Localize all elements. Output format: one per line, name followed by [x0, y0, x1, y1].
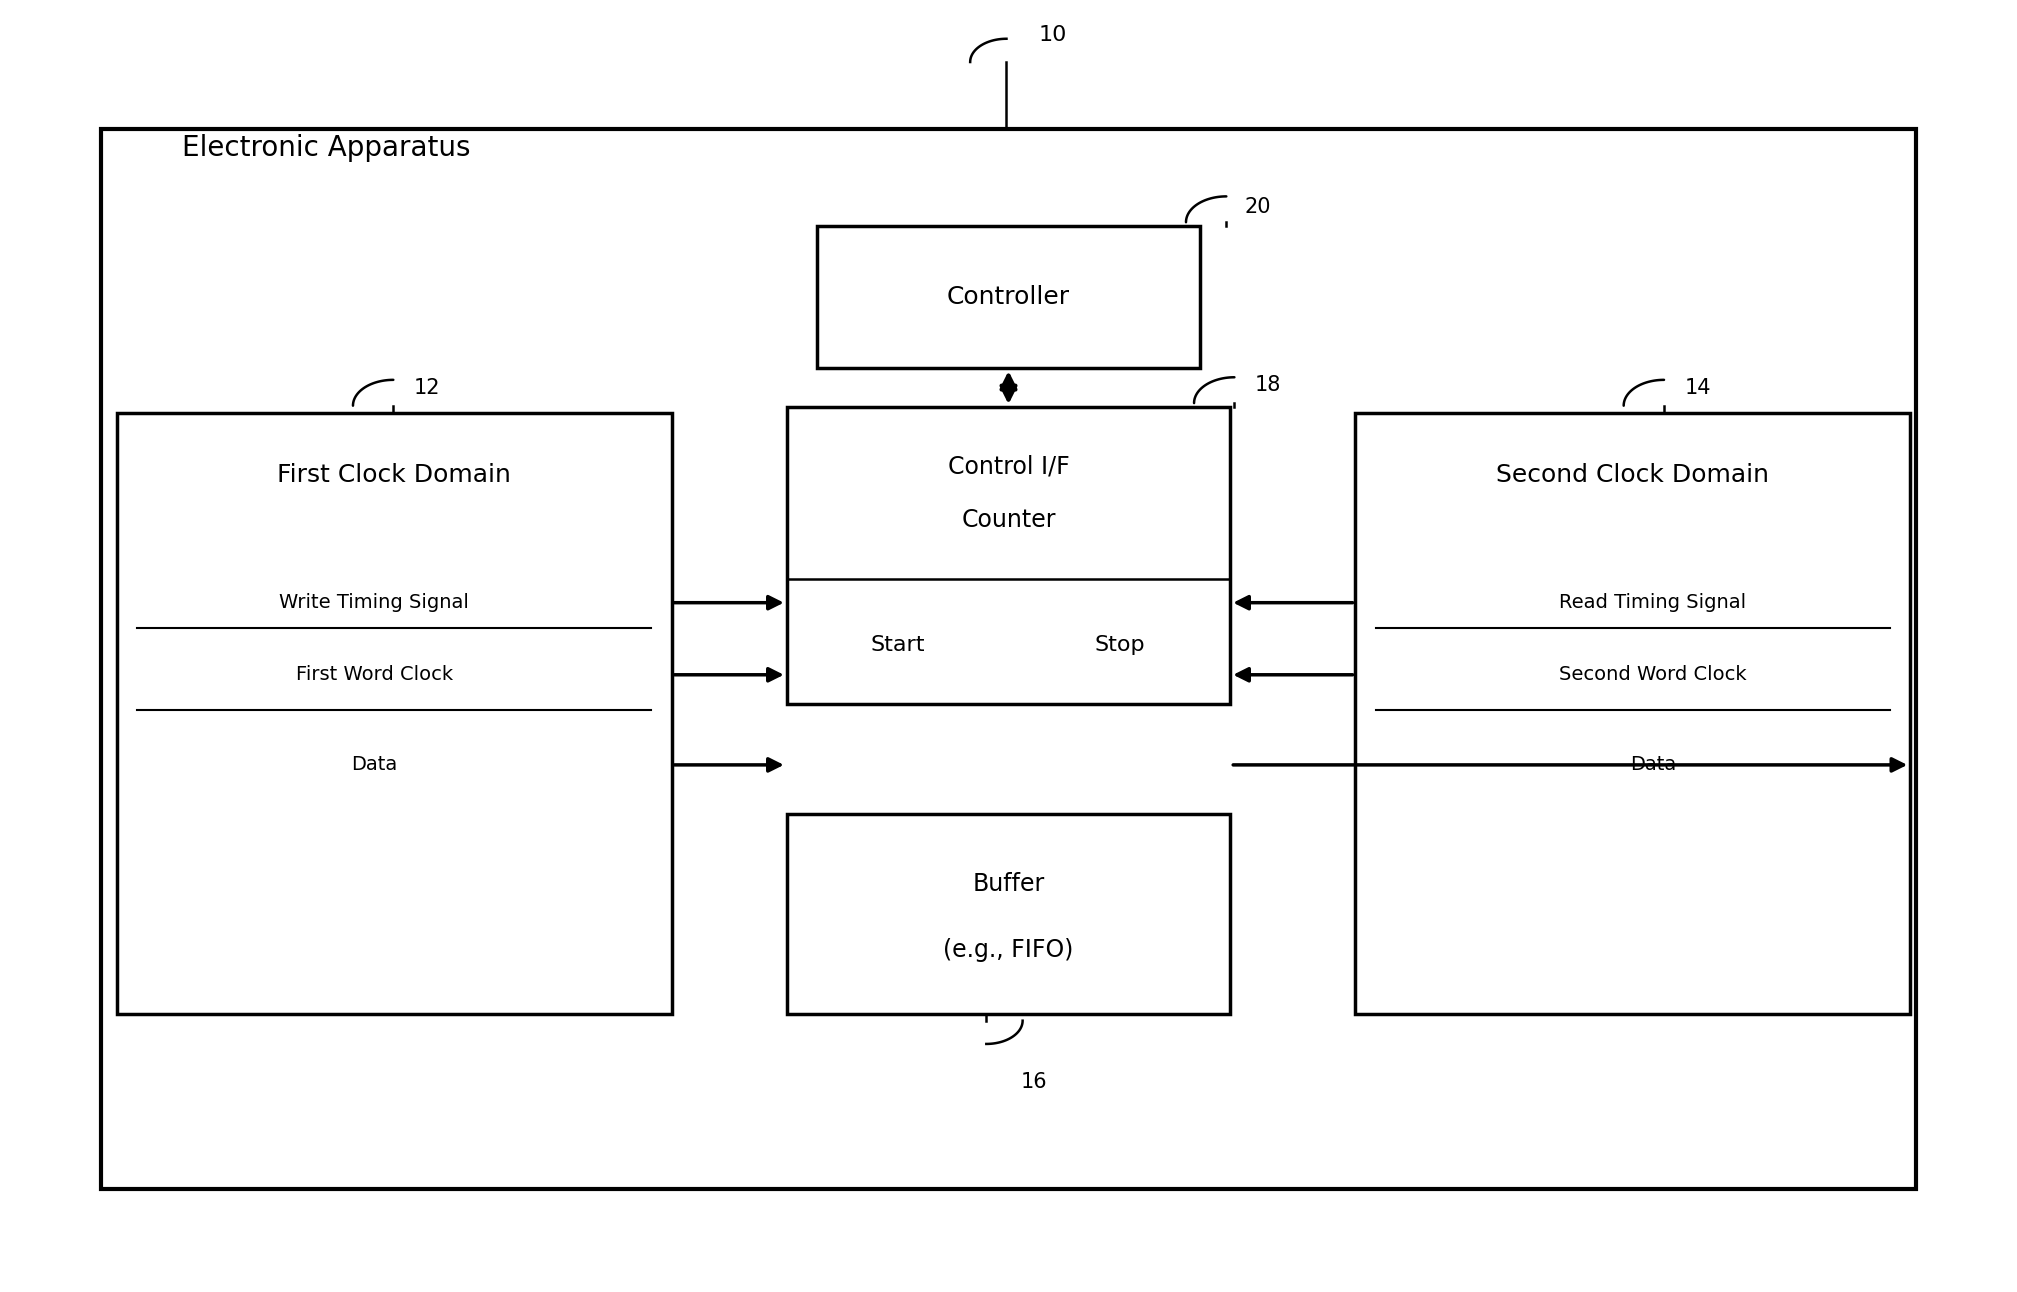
Bar [817, 226, 1200, 368]
Text: Stop: Stop [1093, 634, 1146, 655]
Bar [117, 413, 672, 1014]
Text: Data: Data [351, 756, 397, 774]
Text: Counter: Counter [962, 508, 1055, 532]
Text: 12: 12 [413, 379, 440, 398]
Text: First Word Clock: First Word Clock [296, 665, 452, 685]
Text: Write Timing Signal: Write Timing Signal [278, 593, 470, 612]
Text: Control I/F: Control I/F [948, 455, 1069, 478]
Text: (e.g., FIFO): (e.g., FIFO) [944, 938, 1073, 963]
Text: Electronic Apparatus: Electronic Apparatus [182, 133, 470, 162]
Text: Buffer: Buffer [972, 872, 1045, 897]
Text: Start: Start [869, 634, 926, 655]
Text: 10: 10 [1039, 26, 1067, 45]
Text: Read Timing Signal: Read Timing Signal [1559, 593, 1747, 612]
Text: Second Word Clock: Second Word Clock [1559, 665, 1747, 685]
Text: 18: 18 [1255, 376, 1281, 395]
Text: First Clock Domain: First Clock Domain [278, 463, 510, 487]
Text: Data: Data [1630, 756, 1676, 774]
Text: 16: 16 [1021, 1072, 1047, 1092]
Bar [787, 814, 1230, 1014]
Text: 20: 20 [1244, 198, 1271, 217]
Text: 14: 14 [1684, 379, 1710, 398]
Bar [787, 407, 1230, 704]
Bar [101, 129, 1916, 1189]
Bar [1355, 413, 1910, 1014]
Text: Second Clock Domain: Second Clock Domain [1497, 463, 1769, 487]
Text: Controller: Controller [946, 286, 1071, 309]
